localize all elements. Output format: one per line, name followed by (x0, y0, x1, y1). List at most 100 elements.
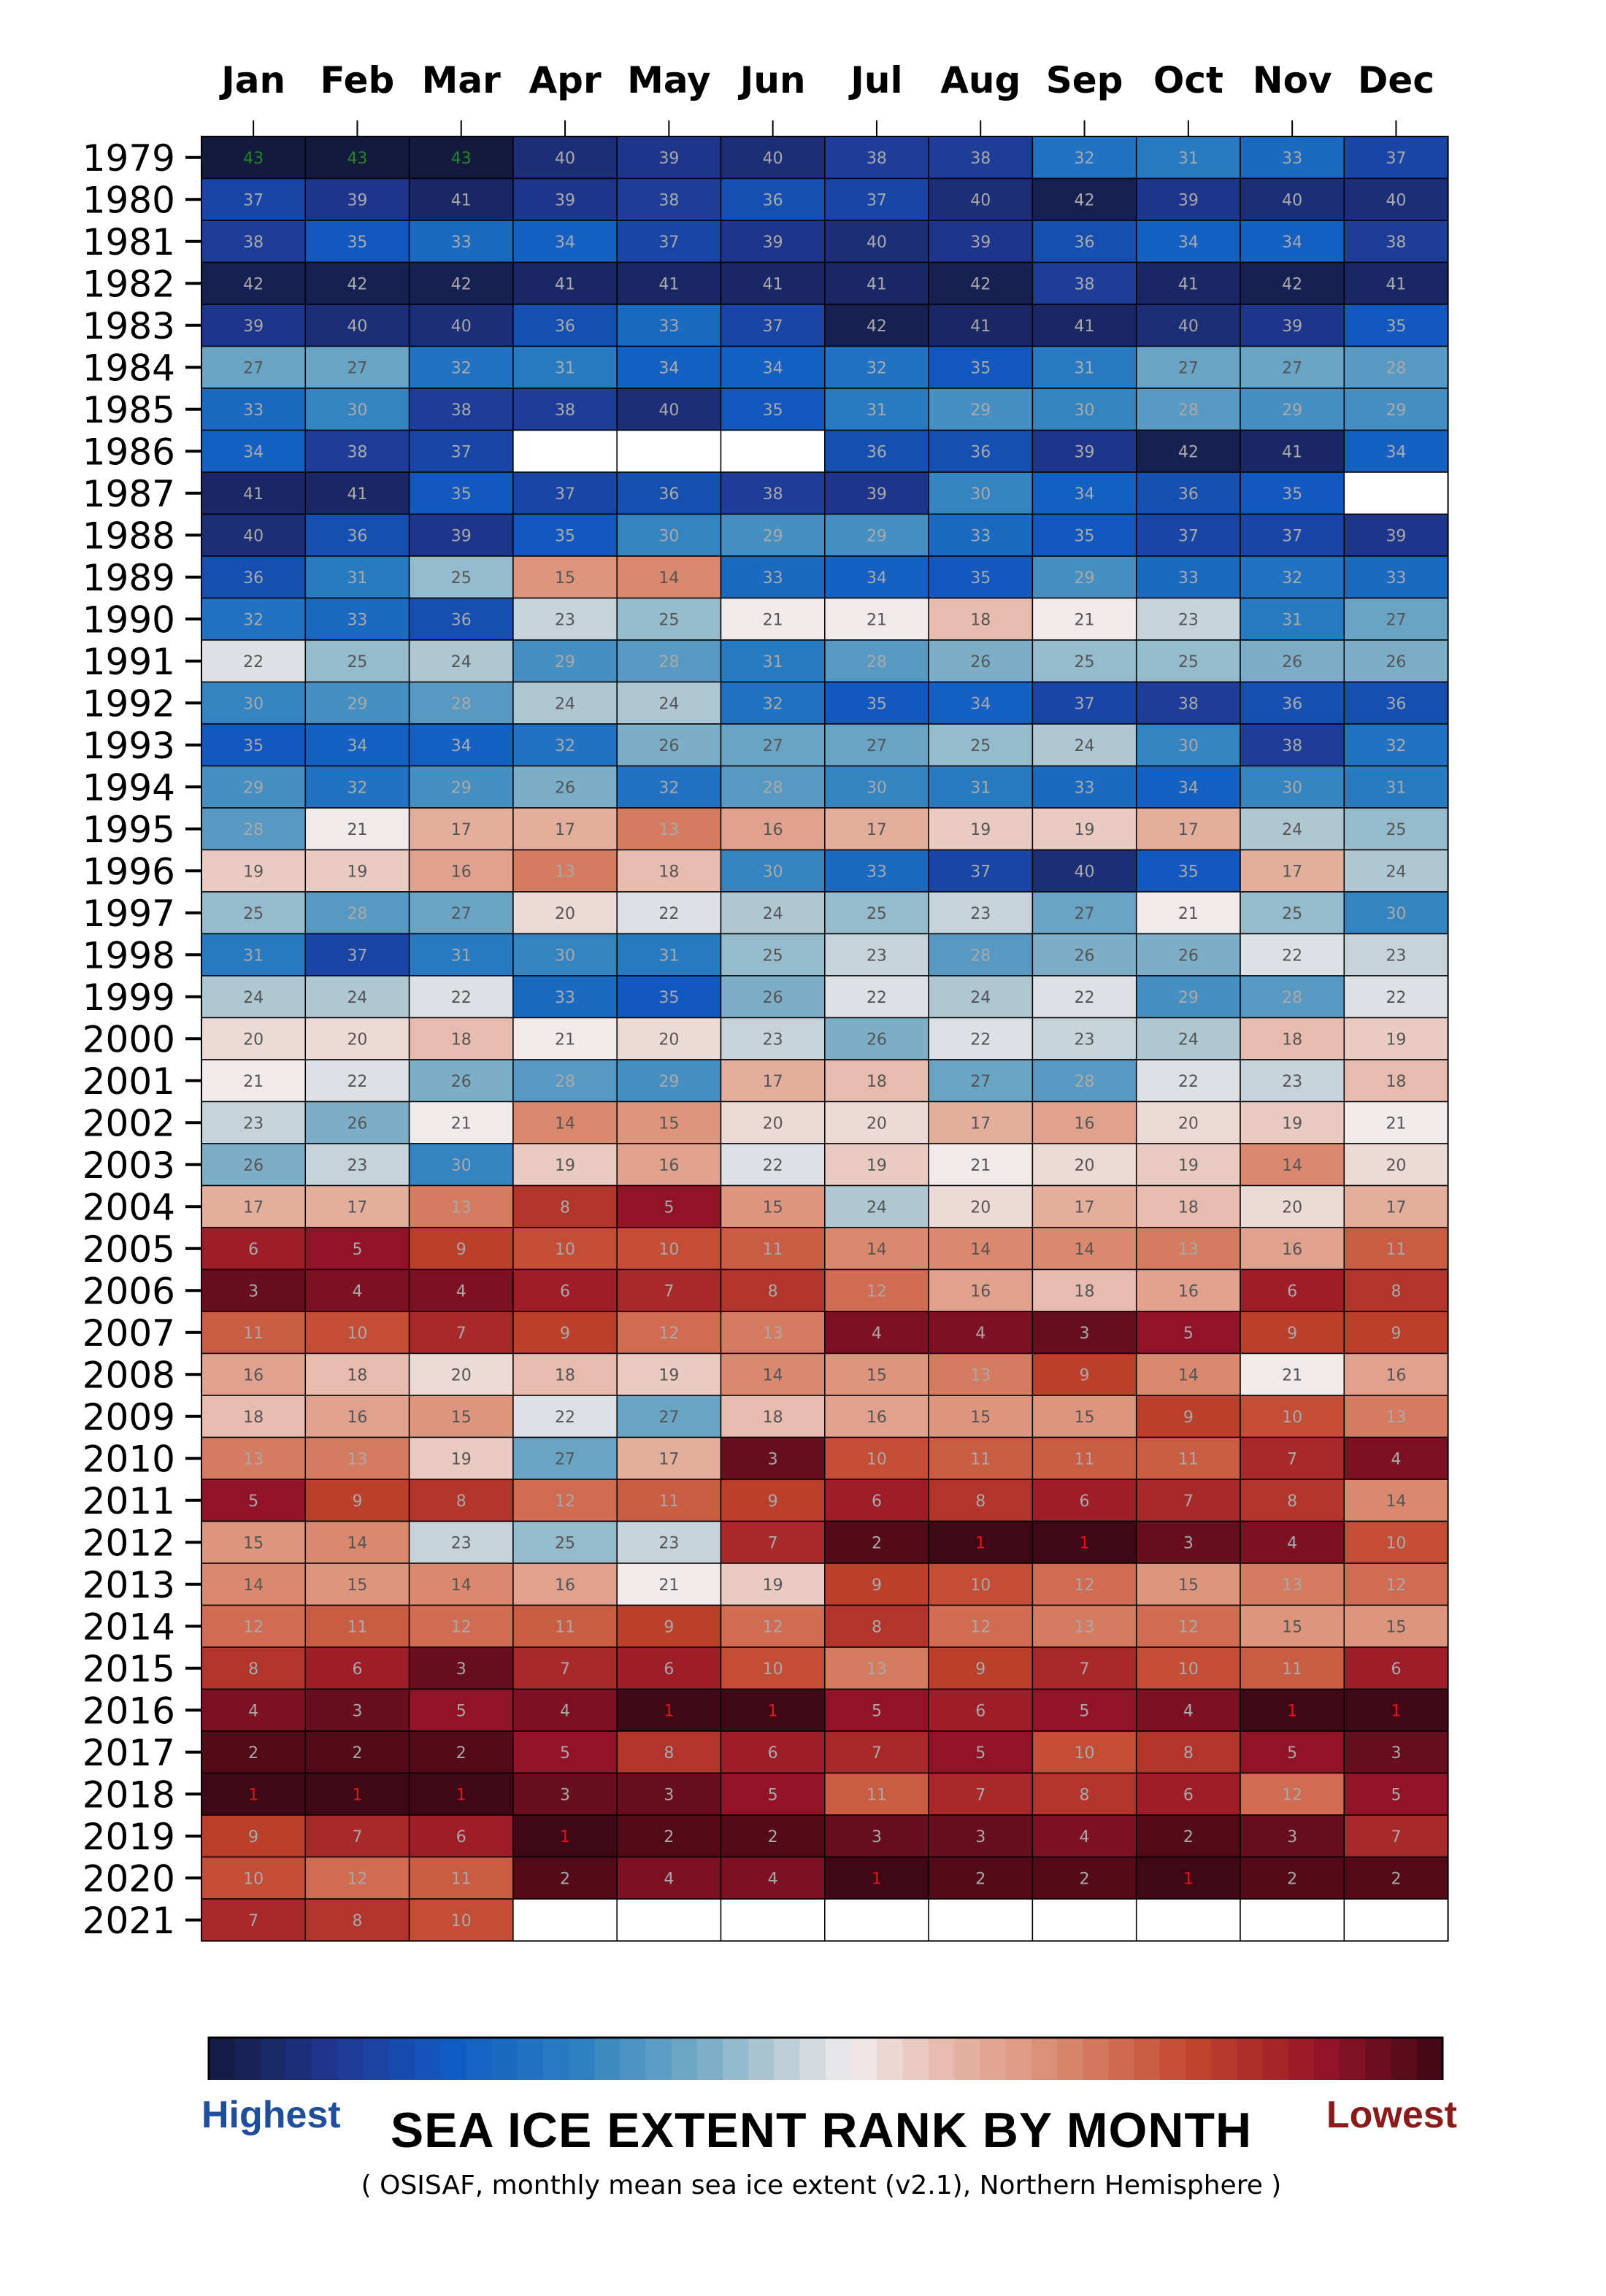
year-label-1990: 1990 (82, 598, 175, 641)
heatmap-cell-1979-jan (201, 136, 307, 180)
cell-value-label: 17 (970, 1114, 991, 1133)
cell-value-label: 30 (347, 401, 367, 420)
heatmap-cell-1999-apr (512, 975, 618, 1019)
heatmap-cell-2004-sep (1031, 1184, 1137, 1228)
cell-value-label: 32 (1282, 569, 1302, 588)
cell-value-label: 38 (555, 401, 575, 420)
cell-value-label: 4 (1183, 1702, 1194, 1720)
heatmap-cell-1986-feb (304, 429, 410, 473)
cell-value-label: 14 (658, 569, 679, 588)
heatmap-cell-1979-jun (720, 136, 826, 180)
heatmap-cell-1986-jul (824, 429, 929, 473)
cell-value-label: 6 (872, 1492, 882, 1511)
year-label-1985: 1985 (82, 389, 175, 431)
cell-value-label: 27 (1178, 359, 1199, 377)
heatmap-cell-2000-mar (408, 1017, 514, 1060)
colorbar-segment (1391, 2038, 1418, 2080)
cell-value-label: 22 (1386, 989, 1406, 1007)
heatmap-cell-1988-nov (1240, 513, 1345, 557)
heatmap-cell-2000-apr (512, 1017, 618, 1060)
year-label-1989: 1989 (82, 557, 175, 599)
cell-value-label: 29 (451, 779, 472, 797)
heatmap-cell-1986-mar (408, 429, 514, 473)
cell-value-label: 10 (555, 1241, 575, 1259)
colorbar-segment (311, 2038, 338, 2080)
cell-value-label: 1 (872, 1870, 882, 1888)
cell-value-label: 31 (243, 947, 264, 965)
heatmap-cell-2015-sep (1031, 1646, 1137, 1690)
heatmap-cells (201, 136, 1449, 1942)
cell-value-label: 23 (658, 1534, 679, 1552)
cell-value-label: 30 (867, 779, 887, 797)
cell-value-label: 13 (243, 1450, 264, 1468)
heatmap-cell-1998-sep (1031, 933, 1137, 976)
year-labels: 1979198019811982198319841985198619871988… (82, 137, 175, 1942)
cell-value-label: 19 (347, 863, 367, 881)
cell-value-label: 20 (1282, 1198, 1302, 1217)
cell-value-label: 14 (451, 1576, 472, 1595)
heatmap-cell-2002-nov (1240, 1101, 1345, 1144)
cell-value-label: 31 (1386, 779, 1406, 797)
year-label-1996: 1996 (82, 850, 175, 893)
heatmap-cell-2008-jun (720, 1352, 826, 1396)
cell-value-label: 36 (243, 569, 264, 588)
heatmap-cell-1996-jun (720, 849, 826, 893)
heatmap-cell-1989-may (616, 555, 722, 599)
cell-value-label: 15 (1282, 1618, 1302, 1636)
colorbar-segment (209, 2038, 235, 2080)
heatmap-cell-1995-jan (201, 807, 307, 851)
cell-value-label: 9 (975, 1660, 986, 1679)
cell-value-label: 30 (243, 695, 264, 713)
heatmap-cell-1982-oct (1135, 261, 1241, 305)
cell-value-label: 12 (763, 1618, 783, 1636)
heatmap-cell-2007-sep (1031, 1311, 1137, 1355)
cell-value-label: 35 (1075, 527, 1095, 545)
cell-value-label: 13 (555, 863, 575, 881)
cell-value-label: 28 (1178, 401, 1199, 420)
year-label-1982: 1982 (82, 263, 175, 305)
heatmap-cell-1980-jan (201, 177, 307, 221)
year-label-1987: 1987 (82, 473, 175, 515)
heatmap-cell-2020-sep (1031, 1856, 1137, 1900)
heatmap-cell-2001-sep (1031, 1059, 1137, 1103)
heatmap-cell-2019-nov (1240, 1814, 1345, 1858)
cell-value-label: 18 (451, 1030, 472, 1049)
cell-value-label: 40 (555, 150, 575, 168)
heatmap-cell-2021-may (616, 1898, 722, 1942)
heatmap-cell-1997-jul (824, 891, 929, 935)
heatmap-cell-2015-oct (1135, 1646, 1241, 1690)
heatmap-cell-2003-nov (1240, 1143, 1345, 1187)
heatmap-cell-2002-sep (1031, 1101, 1137, 1144)
heatmap-cell-1979-mar (408, 136, 514, 180)
cell-value-label: 7 (1391, 1828, 1401, 1846)
cell-value-label: 31 (867, 401, 887, 420)
cell-value-label: 32 (1386, 737, 1406, 755)
cell-value-label: 42 (347, 275, 367, 293)
heatmap-cell-2016-jul (824, 1688, 929, 1732)
colorbar-segment (517, 2038, 544, 2080)
cell-value-label: 20 (763, 1114, 783, 1133)
cell-value-label: 16 (555, 1576, 575, 1595)
cell-value-label: 9 (1391, 1325, 1401, 1343)
cell-value-label: 13 (763, 1325, 783, 1343)
cell-value-label: 24 (763, 905, 783, 923)
cell-value-label: 34 (1178, 234, 1199, 252)
cell-value-label: 15 (1075, 1409, 1095, 1427)
heatmap-cell-1980-nov (1240, 177, 1345, 221)
heatmap-cell-2019-jan (201, 1814, 307, 1858)
heatmap-cell-2021-apr (512, 1898, 618, 1942)
cell-value-label: 36 (970, 443, 991, 461)
heatmap-cell-2015-aug (928, 1646, 1034, 1690)
cell-value-label: 10 (1075, 1744, 1095, 1763)
cell-value-label: 19 (970, 821, 991, 839)
heatmap-cell-1993-jun (720, 723, 826, 767)
colorbar-segment (1340, 2038, 1366, 2080)
heatmap-cell-1998-mar (408, 933, 514, 976)
heatmap-cell-2003-feb (304, 1143, 410, 1187)
cell-value-label: 24 (347, 989, 367, 1007)
heatmap-cell-2011-sep (1031, 1479, 1137, 1522)
year-ticks (185, 155, 201, 1922)
cell-value-label: 17 (243, 1198, 264, 1217)
cell-value-label: 41 (867, 275, 887, 293)
cell-value-label: 15 (243, 1534, 264, 1552)
